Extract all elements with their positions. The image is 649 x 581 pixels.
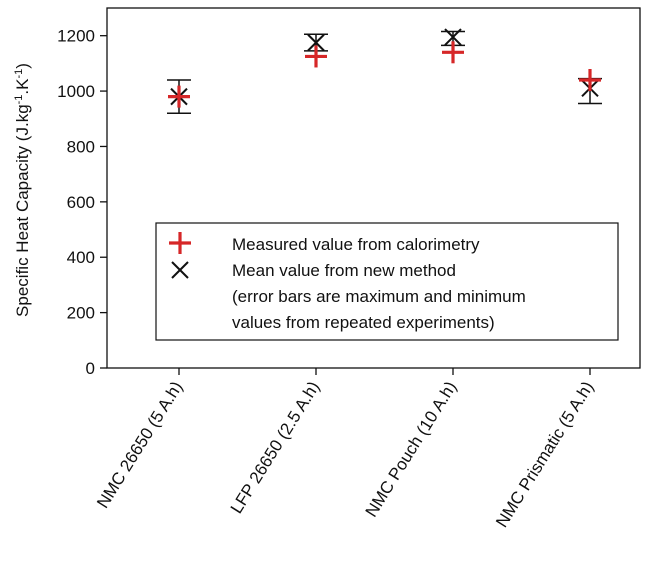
measured-plus-marker	[305, 45, 327, 68]
y-tick-label: 800	[67, 137, 95, 156]
legend-x-marker	[171, 261, 189, 279]
plot-frame	[106, 7, 641, 369]
y-tick-label: 1200	[57, 27, 95, 46]
mean-x-stroke	[307, 33, 325, 52]
measured-plus-marker	[579, 69, 601, 91]
x-tick-label: NMC Pouch (10 A.h)	[362, 378, 461, 520]
y-tick-label: 0	[86, 359, 95, 378]
legend-entry-measured: Measured value from calorimetry	[232, 235, 480, 254]
mean-x-marker	[307, 33, 325, 52]
x-tick-label: NMC 26650 (5 A.h)	[93, 378, 186, 511]
y-tick-label: 200	[67, 304, 95, 323]
axes	[106, 7, 641, 369]
legend: Measured value from calorimetry Mean val…	[155, 222, 619, 341]
x-ticks: NMC 26650 (5 A.h) LFP 26650 (2.5 A.h) NMC …	[93, 368, 597, 531]
x-tick-label: NMC Prismatic (5 A.h)	[492, 378, 597, 531]
x-tick-label: LFP 26650 (2.5 A.h)	[227, 378, 324, 517]
legend-entry-mean: Mean value from new method	[232, 261, 456, 280]
y-tick-label: 400	[67, 248, 95, 267]
y-tick-label: 600	[67, 193, 95, 212]
y-tick-label: 1000	[57, 82, 95, 101]
legend-note-line2: values from repeated experiments)	[232, 313, 495, 332]
legend-note-line1: (error bars are maximum and minimum	[232, 287, 526, 306]
legend-box	[155, 222, 619, 341]
measured-plus-marker	[442, 41, 464, 64]
mean-x-stroke	[444, 28, 462, 46]
markers	[168, 28, 601, 108]
measured-plus-marker	[168, 85, 190, 108]
legend-plus-marker	[169, 232, 191, 254]
y-ticks: 0 200 400 600 800 1000 1200	[57, 27, 107, 378]
error-bars	[167, 30, 602, 114]
mean-x-marker	[444, 28, 462, 46]
y-axis-label: Specific Heat Capacity (J.kg-1.K-1)	[13, 63, 32, 317]
